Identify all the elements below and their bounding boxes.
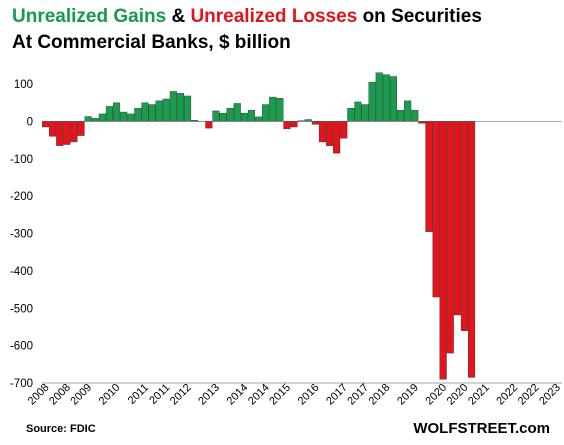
x-tick-label: 2020 (445, 382, 471, 408)
x-tick-label: 2008 (47, 382, 73, 408)
y-tick-label: -500 (10, 303, 33, 315)
bar (49, 121, 57, 137)
bar (425, 121, 433, 232)
bar (468, 121, 476, 378)
y-tick-label: 0 (27, 116, 33, 128)
bar (290, 121, 298, 128)
title-amp: & (166, 6, 191, 27)
bar (84, 116, 92, 122)
bar (70, 121, 78, 143)
bar (91, 118, 99, 122)
bar (105, 106, 113, 122)
y-tick-label: 100 (14, 79, 33, 91)
bar (56, 121, 64, 146)
bar (276, 97, 284, 122)
x-tick-label: 2012 (168, 382, 194, 408)
bar (411, 109, 419, 122)
bar (375, 72, 383, 122)
title-losses: Unrealized Losses (190, 6, 358, 27)
y-tick-label: -400 (10, 266, 33, 278)
bar (240, 112, 248, 122)
y-tick-label: -300 (10, 229, 33, 241)
y-tick-label: -200 (10, 191, 33, 203)
bar (233, 103, 241, 122)
x-tick-label: 2019 (395, 382, 421, 408)
x-tick-label: 2010 (97, 382, 123, 408)
bar (120, 111, 128, 122)
bar (439, 121, 447, 380)
bar (446, 121, 454, 354)
chart-subtitle: At Commercial Banks, $ billion (12, 32, 291, 53)
bar (262, 104, 270, 122)
bar (63, 121, 71, 145)
bar (77, 121, 85, 136)
bar (148, 104, 156, 122)
x-tick-label: 2021 (466, 382, 492, 408)
x-tick-label: 2022 (516, 382, 542, 408)
bar (169, 91, 177, 122)
bar (212, 110, 220, 122)
bar (347, 108, 355, 122)
bar (368, 81, 376, 122)
title-gains: Unrealized Gains (12, 6, 167, 27)
bar (382, 74, 390, 122)
x-tick-label: 2015 (267, 382, 293, 408)
y-tick-label: -100 (10, 154, 33, 166)
bar (247, 109, 256, 122)
bar (354, 101, 362, 122)
bar (318, 121, 327, 143)
bar (460, 121, 469, 331)
bar (98, 113, 106, 122)
y-tick-label: -700 (10, 378, 33, 390)
bar (155, 100, 163, 122)
x-tick-label: 2011 (126, 382, 151, 407)
title-rest: on Securities (357, 6, 482, 27)
x-tick-label: 2017 (345, 382, 371, 408)
bar (112, 102, 121, 122)
x-tick-label: 2016 (296, 382, 322, 408)
bar (326, 121, 334, 146)
x-tick-label: 2009 (68, 382, 94, 408)
chart-title: Unrealized Gains & Unrealized Losses on … (12, 5, 482, 29)
bar (254, 116, 263, 122)
bar (453, 121, 461, 316)
x-tick-label: 2014 (225, 382, 251, 408)
bar (397, 109, 405, 122)
x-tick-label: 2017 (324, 382, 350, 408)
x-tick-label: 2023 (537, 382, 563, 408)
source-label: Source: FDIC (26, 423, 96, 435)
bar (176, 93, 185, 122)
bar (432, 121, 440, 298)
bar (340, 121, 348, 139)
brand-label: WOLFSTREET.com (413, 420, 550, 437)
y-tick-label: -600 (10, 341, 33, 353)
bars-group (42, 72, 476, 380)
x-tick-label: 2022 (494, 382, 520, 408)
bar (333, 121, 341, 154)
bar (219, 112, 227, 122)
bar (42, 121, 50, 128)
bar (389, 76, 398, 122)
bar (226, 108, 234, 122)
bar (311, 121, 319, 125)
bar (283, 121, 291, 130)
x-tick-label: 2013 (196, 382, 222, 408)
bar (404, 100, 412, 122)
x-tick-label: 2011 (147, 382, 172, 407)
x-tick-label: 2020 (423, 382, 449, 408)
bar (205, 121, 213, 129)
bar (269, 96, 277, 122)
bar (183, 95, 192, 122)
bar (361, 104, 369, 122)
bar (134, 108, 142, 122)
x-tick-label: 2014 (246, 382, 272, 408)
x-tick-label: 2018 (367, 382, 393, 408)
bar (127, 113, 135, 122)
bar (162, 98, 170, 122)
bar (141, 102, 149, 122)
